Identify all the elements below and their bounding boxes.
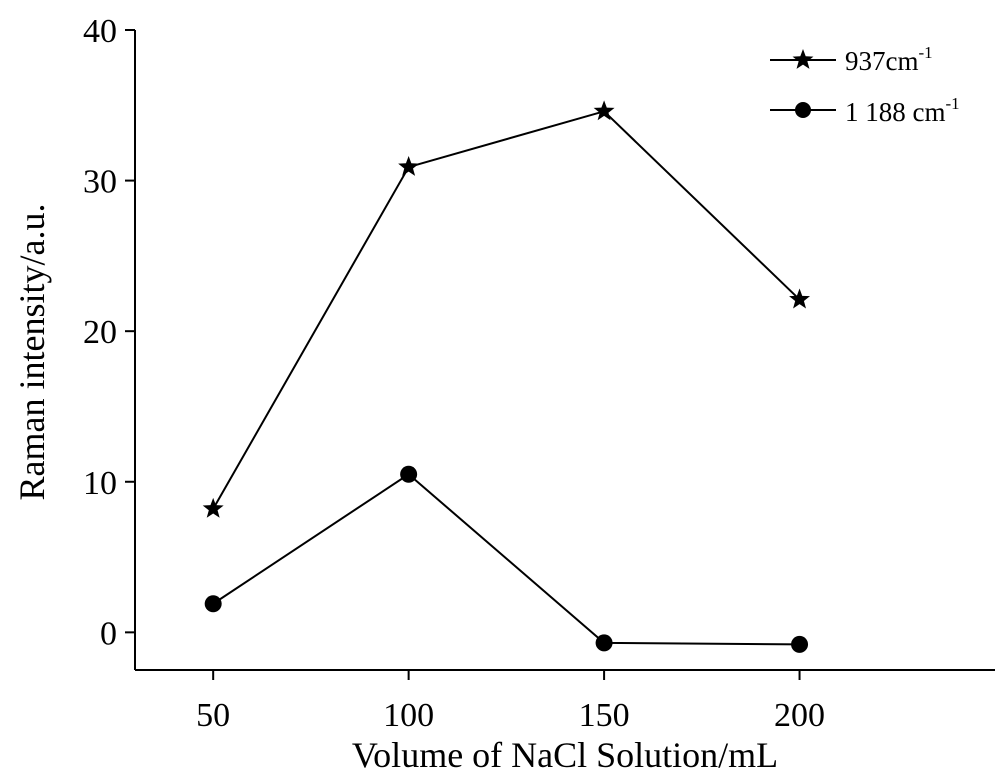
x-tick-label: 50 [196, 697, 230, 734]
data-point-circle [204, 595, 222, 613]
y-tick-label: 30 [83, 164, 117, 201]
plot-area: 0 10 20 30 40 50 100 150 200 [83, 13, 995, 734]
y-tick-label: 0 [100, 615, 117, 652]
y-tick-label: 40 [83, 13, 117, 50]
y-axis-title: Raman intensity/a.u. [12, 204, 52, 501]
legend-label-937: 937cm-1 [845, 43, 933, 76]
series-2 [204, 465, 809, 653]
legend-label-937-main: 937cm [845, 46, 919, 76]
x-axis-title: Volume of NaCl Solution/mL [352, 735, 778, 775]
series-line [212, 472, 800, 646]
data-point-star [398, 156, 420, 176]
y-tick-label: 20 [83, 314, 117, 351]
legend-label-1188-main: 1 188 cm [845, 97, 946, 127]
series-line [212, 110, 801, 510]
legend: 937cm-1 1 188 cm-1 [770, 43, 960, 127]
x-tick-label: 200 [774, 697, 825, 734]
y-tick-label: 10 [83, 465, 117, 502]
legend-star-marker [792, 49, 814, 69]
data-point-circle [791, 635, 809, 653]
x-tick-label: 150 [579, 697, 630, 734]
x-ticks: 50 100 150 200 [196, 670, 825, 734]
data-point-star [789, 288, 811, 309]
legend-item-937: 937cm-1 [770, 43, 933, 76]
series-1 [202, 100, 811, 518]
legend-circle-marker [795, 102, 811, 118]
legend-label-1188-sup: -1 [946, 94, 960, 113]
legend-label-1188: 1 188 cm-1 [845, 94, 960, 127]
data-point-circle [595, 634, 613, 652]
x-tick-label: 100 [383, 697, 434, 734]
legend-label-937-sup: -1 [919, 43, 933, 62]
legend-item-1188: 1 188 cm-1 [770, 94, 960, 127]
y-ticks: 0 10 20 30 40 [83, 13, 135, 652]
data-point-circle [400, 465, 418, 483]
data-point-star [202, 497, 224, 518]
data-point-star [593, 100, 615, 121]
series-layer [202, 100, 811, 653]
